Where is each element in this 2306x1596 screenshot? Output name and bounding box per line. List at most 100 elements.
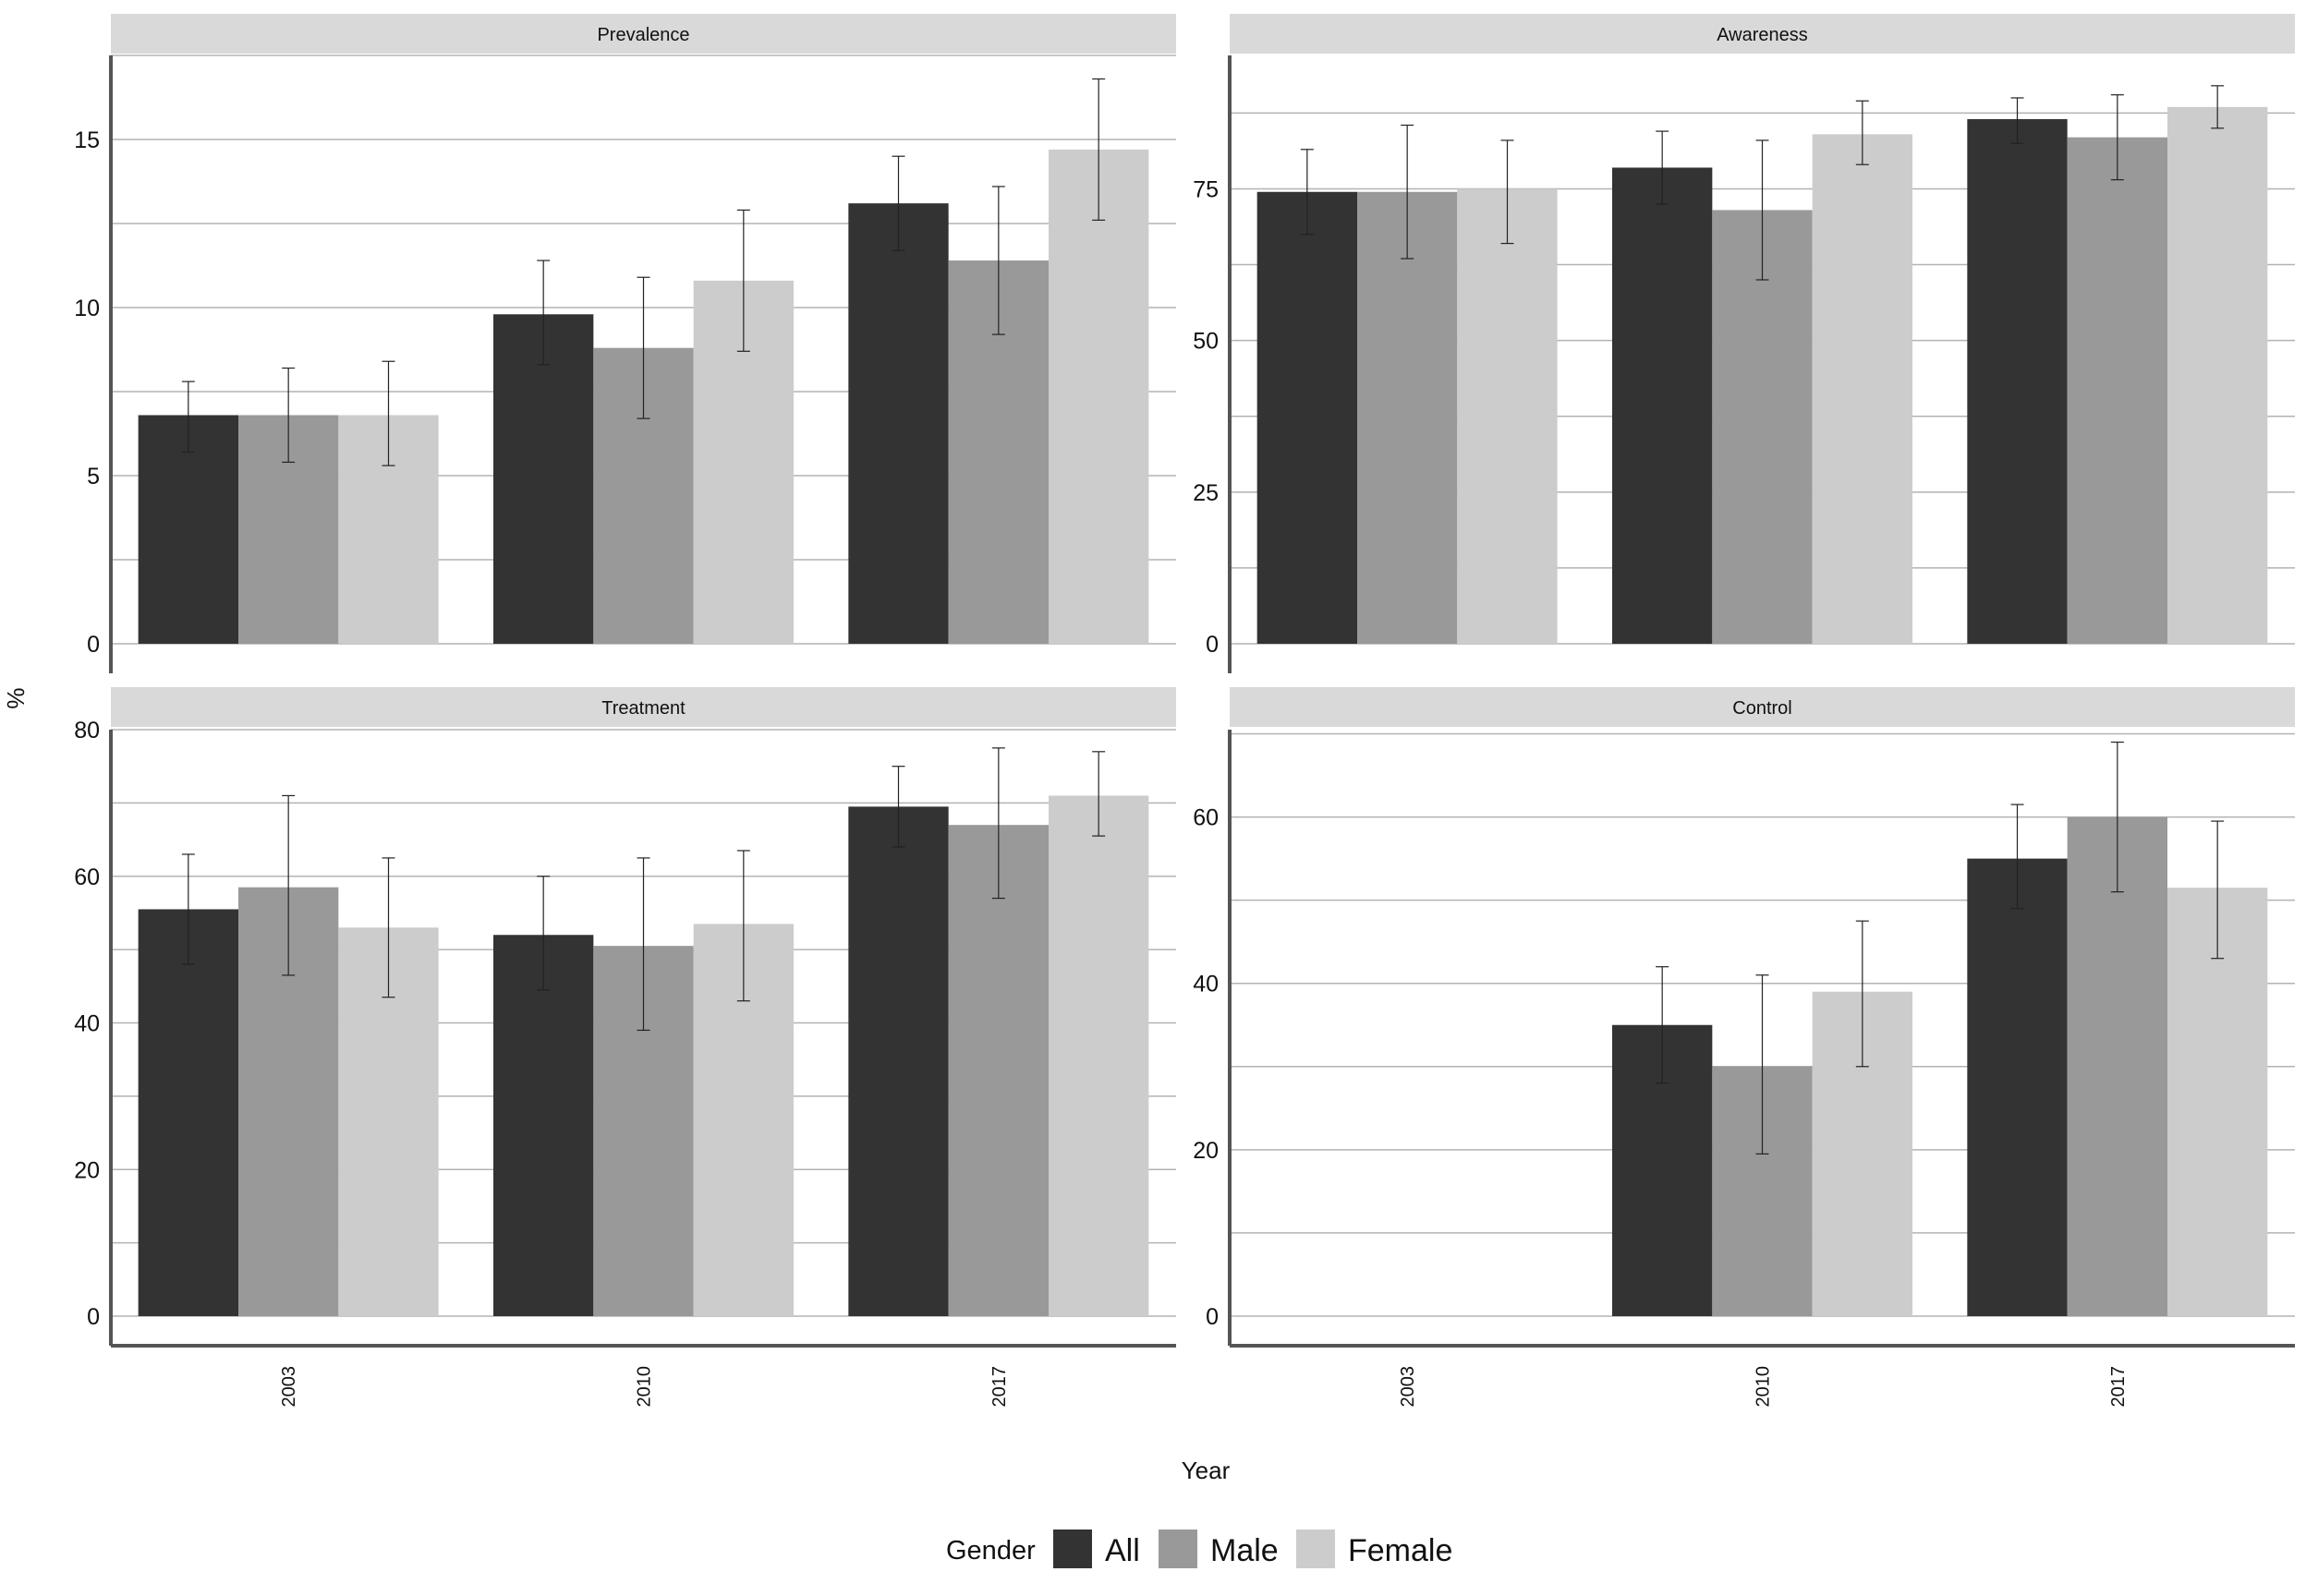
- panel-prevalence: Prevalence 0 5 10 15: [74, 14, 1176, 673]
- y-tick-label: 5: [87, 464, 100, 490]
- error-bar-all-2017: [2010, 804, 2024, 910]
- error-bar-male-2010: [637, 276, 650, 419]
- panel-title: Prevalence: [597, 25, 689, 45]
- error-bar-female-2010: [1855, 920, 1869, 1068]
- error-bar-female-2003: [1500, 139, 1514, 245]
- bar-female-2017: [2167, 888, 2268, 1316]
- y-tick-label: 50: [1193, 329, 1219, 355]
- x-axis-title: Year: [1182, 1457, 1231, 1484]
- panel-title: Awareness: [1717, 25, 1808, 45]
- bar-all-2003: [1256, 191, 1357, 644]
- error-bar-female-2010: [736, 850, 750, 1002]
- y-tick-label: 20: [1193, 1138, 1219, 1164]
- bar-female-2017: [2167, 106, 2268, 645]
- legend-label-all: All: [1105, 1533, 1140, 1568]
- bar-all-2010: [1612, 167, 1713, 644]
- x-tick-label: 2003: [1398, 1366, 1418, 1408]
- y-axis-title: %: [2, 687, 30, 708]
- y-tick-label: 75: [1193, 176, 1219, 202]
- error-bar-all-2010: [537, 260, 551, 366]
- error-bar-all-2017: [892, 155, 905, 251]
- y-tick-label: 40: [1193, 972, 1219, 998]
- error-bar-all-2010: [537, 876, 551, 991]
- bar-all-2003: [138, 415, 238, 644]
- bar-all-2017: [1967, 858, 2068, 1316]
- legend-label-male: Male: [1210, 1533, 1279, 1568]
- y-tick-label: 80: [74, 718, 100, 744]
- bar-male-2017: [2067, 816, 2167, 1316]
- legend-swatch-male: [1159, 1530, 1197, 1568]
- error-bar-male-2003: [1401, 124, 1414, 260]
- panel-title: Control: [1732, 698, 1791, 719]
- x-tick-label: 2010: [635, 1366, 655, 1408]
- error-bar-female-2010: [1855, 100, 1869, 165]
- bar-male-2010: [1712, 210, 1813, 645]
- x-tick-label: 2017: [2108, 1366, 2129, 1408]
- panel-treatment: Treatment 0 20 40 60 80 2003 2010 2017: [74, 687, 1176, 1408]
- legend: Gender All Male Female: [946, 1530, 1452, 1568]
- bar-all-2017: [848, 203, 949, 644]
- y-tick-label: 60: [74, 864, 100, 890]
- error-bar-female-2010: [736, 209, 750, 352]
- error-bar-male-2017: [991, 747, 1005, 900]
- bar-all-2010: [493, 314, 594, 644]
- bar-male-2017: [948, 825, 1049, 1316]
- bar-all-2010: [493, 935, 594, 1316]
- error-bar-male-2017: [2110, 741, 2124, 893]
- y-tick-label: 10: [74, 296, 100, 321]
- error-bar-all-2017: [892, 766, 905, 848]
- bar-male-2003: [1357, 191, 1458, 644]
- panel-awareness: Awareness 0 25 50 75: [1193, 14, 2295, 673]
- bar-female-2003: [1457, 188, 1558, 644]
- error-bar-female-2017: [1092, 78, 1106, 221]
- legend-swatch-female: [1296, 1530, 1335, 1568]
- x-tick-label: 2003: [279, 1366, 299, 1408]
- y-tick-label: 25: [1193, 480, 1219, 506]
- bar-all-2017: [1967, 118, 2068, 644]
- error-bar-male-2003: [282, 794, 296, 976]
- y-tick-label: 20: [74, 1157, 100, 1183]
- legend-swatch-all: [1053, 1530, 1092, 1568]
- panel-strip: [1230, 687, 2295, 727]
- y-tick-label: 0: [1206, 1304, 1219, 1330]
- bar-all-2003: [138, 909, 238, 1316]
- x-tick-label: 2017: [989, 1366, 1010, 1408]
- panel-strip: [1230, 14, 2295, 54]
- error-bar-all-2010: [1656, 130, 1669, 205]
- panels: Prevalence 0 5 10 15 Awareness 0 25 50 75 Treatmen…: [74, 14, 2295, 1408]
- error-bar-female-2017: [2211, 820, 2225, 960]
- panel-control: Control 0 20 40 60 2003 2010 2017: [1193, 687, 2295, 1408]
- error-bar-male-2017: [991, 186, 1005, 335]
- y-tick-label: 40: [74, 1011, 100, 1037]
- bar-all-2017: [848, 806, 949, 1316]
- panel-title: Treatment: [601, 698, 686, 719]
- error-bar-all-2003: [1300, 149, 1314, 236]
- error-bar-female-2017: [1092, 751, 1106, 837]
- y-tick-label: 0: [87, 632, 100, 658]
- bar-male-2017: [2067, 137, 2167, 644]
- error-bar-female-2003: [382, 857, 395, 998]
- legend-label-female: Female: [1348, 1533, 1452, 1568]
- error-bar-male-2017: [2110, 94, 2124, 181]
- panel-strip: [111, 687, 1176, 727]
- legend-title: Gender: [946, 1536, 1036, 1566]
- bar-female-2010: [1812, 134, 1912, 644]
- y-tick-label: 0: [87, 1304, 100, 1330]
- error-bar-male-2010: [1755, 139, 1769, 281]
- error-bar-male-2010: [637, 857, 650, 1032]
- error-bar-female-2003: [382, 360, 395, 466]
- x-tick-label: 2010: [1754, 1366, 1774, 1408]
- y-tick-label: 60: [1193, 805, 1219, 831]
- error-bar-all-2010: [1656, 966, 1669, 1084]
- bar-female-2017: [1049, 149, 1149, 645]
- error-bar-female-2017: [2211, 85, 2225, 129]
- error-bar-all-2003: [181, 381, 195, 453]
- bar-female-2017: [1049, 795, 1149, 1316]
- y-tick-label: 15: [74, 127, 100, 153]
- error-bar-male-2003: [282, 367, 296, 464]
- error-bar-all-2003: [181, 853, 195, 965]
- error-bar-male-2010: [1755, 974, 1769, 1155]
- panel-strip: [111, 14, 1176, 54]
- y-tick-label: 0: [1206, 632, 1219, 658]
